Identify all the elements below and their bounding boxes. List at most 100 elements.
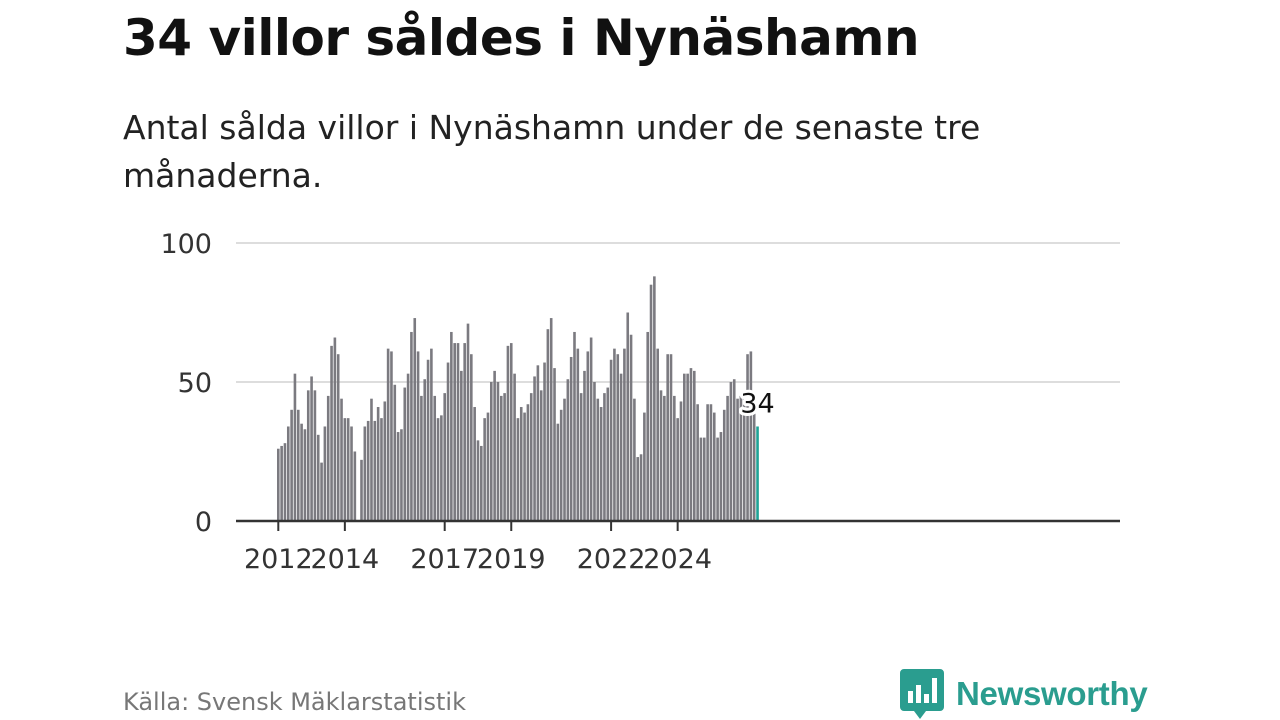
- bar: [480, 445, 483, 521]
- bar: [373, 420, 377, 521]
- bar: [436, 418, 440, 521]
- bar: [559, 409, 563, 521]
- x-tick-label: 2017: [410, 544, 479, 575]
- bar: [583, 370, 586, 521]
- bar: [363, 426, 367, 521]
- bar: [656, 348, 659, 521]
- bar: [390, 351, 393, 521]
- bar: [443, 393, 446, 521]
- bar: [556, 423, 560, 521]
- bar: [746, 354, 749, 521]
- bar: [460, 370, 463, 521]
- data-labels: 34: [737, 385, 777, 422]
- bar: [689, 368, 693, 521]
- bar: [593, 382, 596, 521]
- bar: [470, 354, 473, 521]
- y-axis-ticks: 0 50 100: [160, 229, 212, 538]
- bar: [473, 407, 476, 521]
- bar: [596, 398, 600, 521]
- bar: [343, 418, 347, 521]
- bar: [323, 426, 327, 521]
- bar: [666, 354, 669, 521]
- bar: [420, 395, 423, 521]
- bar: [729, 382, 733, 521]
- bar: [526, 404, 530, 521]
- bar: [539, 390, 543, 521]
- bar: [726, 395, 729, 521]
- bar: [519, 407, 523, 521]
- bar: [380, 418, 383, 521]
- bar: [416, 351, 420, 521]
- bar: [613, 348, 616, 521]
- bar: [293, 373, 297, 521]
- newsworthy-logo-icon: [900, 669, 944, 719]
- bar: [346, 418, 350, 521]
- bar: [450, 331, 453, 521]
- bar: [483, 418, 486, 521]
- bar: [280, 445, 283, 521]
- bar: [646, 331, 650, 521]
- bar: [523, 412, 526, 521]
- bar: [326, 395, 330, 521]
- bar: [736, 398, 739, 521]
- x-tick-label: 2012: [244, 544, 313, 575]
- bar: [466, 323, 470, 521]
- bar: [546, 329, 550, 521]
- bar: [506, 345, 510, 521]
- bar: [669, 354, 673, 521]
- bar: [393, 384, 397, 521]
- bar: [503, 393, 506, 521]
- bar: [623, 348, 626, 521]
- bar: [679, 401, 683, 521]
- bar: [699, 437, 703, 521]
- bar: [430, 348, 433, 521]
- bar: [410, 331, 413, 521]
- bar: [732, 379, 736, 521]
- bar: [742, 393, 746, 521]
- bar: [433, 395, 437, 521]
- bar: [513, 373, 516, 521]
- bar: [446, 362, 450, 521]
- bar: [619, 373, 623, 521]
- bar: [296, 409, 300, 521]
- bar: [606, 387, 610, 521]
- bar: [636, 457, 640, 521]
- bar: [599, 407, 603, 521]
- bar: [673, 395, 676, 521]
- bar: [659, 390, 663, 521]
- brand-name: Newsworthy: [956, 675, 1148, 712]
- bar: [303, 429, 307, 521]
- chart-subtitle: Antal sålda villor i Nynäshamn under de …: [123, 108, 981, 195]
- bar: [683, 373, 686, 521]
- bar: [536, 365, 540, 521]
- bar: [633, 398, 636, 521]
- bar: [719, 432, 723, 521]
- bar: [453, 343, 456, 521]
- y-tick-label: 50: [178, 368, 212, 399]
- bar: [406, 373, 410, 521]
- brand-logo: Newsworthy: [900, 668, 1148, 720]
- bar: [702, 437, 706, 521]
- bar: [589, 337, 593, 521]
- bar: [749, 351, 753, 521]
- bar: [533, 376, 536, 521]
- bar: [336, 354, 340, 521]
- bar: [370, 398, 373, 521]
- bar: [396, 432, 400, 521]
- bar: [360, 459, 363, 521]
- bar: [626, 312, 630, 521]
- bar: [563, 398, 566, 521]
- y-tick-label: 100: [160, 229, 212, 260]
- bar: [609, 359, 613, 521]
- bar: [413, 318, 417, 521]
- bar: [716, 437, 719, 521]
- bar: [386, 348, 390, 521]
- bar: [316, 434, 320, 521]
- bar: [573, 331, 576, 521]
- bar: [330, 345, 333, 521]
- bar: [333, 337, 337, 521]
- source-note: Källa: Svensk Mäklarstatistik: [123, 688, 466, 716]
- bar: [576, 348, 580, 521]
- bar: [712, 412, 716, 521]
